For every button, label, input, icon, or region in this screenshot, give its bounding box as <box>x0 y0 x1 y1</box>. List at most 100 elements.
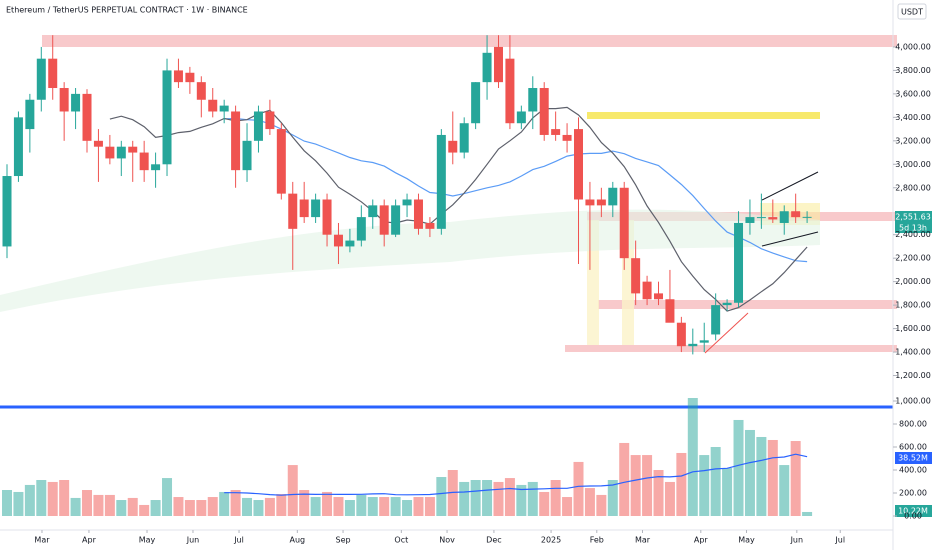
volume-bar <box>687 398 698 516</box>
candle-body <box>699 340 709 343</box>
volume-bar <box>2 490 12 516</box>
y2-tick-label: 400.00 <box>899 466 927 475</box>
x-tick-label: Aug <box>290 536 306 545</box>
candle-body <box>25 99 35 130</box>
candle-body <box>459 123 469 153</box>
candle-body <box>425 222 435 229</box>
volume-bar <box>264 497 275 516</box>
y-tick-label: 3,800.00 <box>895 66 931 75</box>
candle-body <box>185 72 195 83</box>
volume-bar <box>482 480 493 516</box>
candle-body <box>208 99 218 112</box>
candle-body <box>551 129 561 135</box>
moving-average <box>109 106 808 312</box>
volume-bar <box>516 484 527 516</box>
volume-bar <box>699 455 710 516</box>
volume-bar <box>13 491 24 516</box>
volume-bar <box>779 465 790 516</box>
y2-tick-label: 800.00 <box>899 420 927 429</box>
candle-body <box>36 58 46 100</box>
zone <box>565 345 897 352</box>
moving-average <box>224 117 808 263</box>
volume-bar <box>653 470 664 516</box>
candle-body <box>82 93 92 141</box>
volume-bar <box>573 461 584 516</box>
candle-body <box>493 46 503 83</box>
volume-bar <box>150 500 161 516</box>
currency-box[interactable] <box>897 3 927 20</box>
candle-body <box>2 176 12 247</box>
x-tick-label: Mar <box>34 536 50 545</box>
volume-bar <box>344 500 355 516</box>
volume-bar <box>733 419 744 516</box>
candle-body <box>128 146 138 153</box>
volume-bar <box>356 494 367 516</box>
volume-bar <box>527 481 538 516</box>
volume-bar <box>310 497 321 516</box>
candle-body <box>379 205 389 235</box>
volume-bar <box>756 436 767 516</box>
candle-body <box>448 140 458 153</box>
candle-body <box>253 111 263 141</box>
y-tick-label: 1,800.00 <box>895 301 931 310</box>
candle-body <box>219 105 229 112</box>
candle-body <box>482 52 492 83</box>
volume-bar <box>173 497 184 516</box>
volume-bar <box>459 481 470 516</box>
candle-body <box>162 70 172 165</box>
volume-bar <box>24 484 35 516</box>
price-badge: 2,551.63 <box>895 213 931 222</box>
volume-bar <box>219 491 230 516</box>
x-tick-label: Sep <box>336 536 351 545</box>
x-tick-label: Jun <box>790 536 804 545</box>
volume-bar <box>539 491 550 516</box>
currency[interactable]: USDT <box>901 8 923 17</box>
x-tick-label: 2025 <box>541 536 561 545</box>
candle-body <box>105 146 115 159</box>
candle-body <box>322 199 332 235</box>
volume-bar <box>116 500 127 516</box>
volume-bar <box>630 455 641 516</box>
x-tick-label: May <box>738 536 755 545</box>
y-tick-label: 3,200.00 <box>895 136 931 145</box>
candle-body <box>574 129 583 200</box>
volume-badge: 10.22M <box>898 507 928 516</box>
volume-bar <box>242 497 253 516</box>
volume-bar <box>436 477 447 516</box>
chart-title: Ethereum / TetherUS PERPETUAL CONTRACT ·… <box>6 6 248 15</box>
volume-bar <box>767 439 778 516</box>
x-tick-label: Apr <box>694 536 709 545</box>
y-tick-label: 3,000.00 <box>895 160 931 169</box>
volume-bar <box>322 491 333 516</box>
y-tick-label: 2,400.00 <box>895 230 931 239</box>
volume-bar <box>619 442 630 516</box>
candle-body <box>665 299 675 323</box>
x-tick-label: Feb <box>590 536 604 545</box>
cloud <box>0 209 820 312</box>
x-tick-label: Apr <box>82 536 97 545</box>
candle-body <box>722 302 732 306</box>
candle-body <box>299 199 309 218</box>
x-tick-label: Mar <box>635 536 651 545</box>
plot <box>2 35 813 516</box>
candle-body <box>756 217 766 219</box>
candle-body <box>528 88 538 112</box>
volume-bar <box>664 481 675 516</box>
volume-bar <box>642 455 653 516</box>
volume-bar <box>790 441 801 516</box>
y-tick-label: 3,600.00 <box>895 89 931 98</box>
candle-body <box>631 258 641 294</box>
volume-bar <box>504 478 515 516</box>
price-badge-bg <box>895 211 932 233</box>
candle-body <box>276 129 286 194</box>
candle-body <box>734 222 744 303</box>
y2-tick-label: 1,000.00 <box>895 397 931 406</box>
x-tick-label: Nov <box>439 536 455 545</box>
candle-body <box>539 88 549 135</box>
y-tick-label: 2,800.00 <box>895 183 931 192</box>
candle-body <box>93 140 103 147</box>
channel <box>761 231 819 247</box>
volume-bar <box>710 447 721 516</box>
volume-bar <box>253 500 264 516</box>
x-tick-label: Dec <box>486 536 501 545</box>
